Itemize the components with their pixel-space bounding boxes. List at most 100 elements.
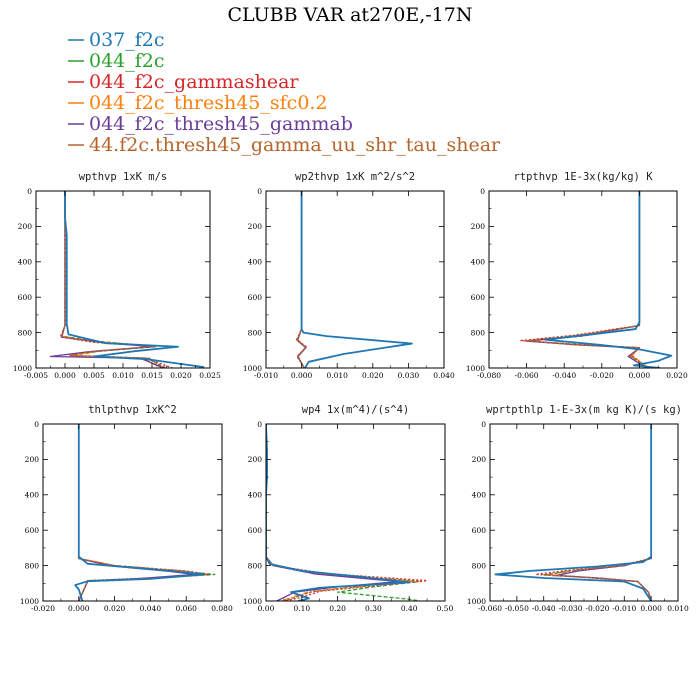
panel-title-2: rtpthvp 1E-3x(kg/kg) K bbox=[513, 171, 653, 183]
ytick-label-4-5: 1000 bbox=[243, 597, 262, 606]
legend-label-5: 44.f2c.thresh45_gamma_uu_shr_tau_shear bbox=[89, 134, 501, 156]
panel-3: thlpthvp 1xK^2 -0.020 0.000 0.020 0.040 0.060… bbox=[20, 404, 233, 613]
series-group-2 bbox=[520, 191, 673, 368]
ytick-label-0-0: 0 bbox=[27, 187, 32, 196]
panel-title-3: thlpthvp 1xK^2 bbox=[88, 404, 177, 416]
ytick-label-3-5: 1000 bbox=[20, 597, 39, 606]
plot-frame-4 bbox=[265, 423, 446, 602]
ytick-label-0-4: 800 bbox=[18, 328, 33, 337]
ytick-label-4-2: 400 bbox=[248, 491, 263, 500]
panel-title-0: wpthvp 1xK m/s bbox=[79, 171, 168, 183]
series-group-0 bbox=[49, 191, 205, 368]
series-line-0-0 bbox=[64, 191, 205, 368]
xtick-label-3-1: 0.000 bbox=[68, 604, 90, 613]
ytick-label-0-1: 200 bbox=[18, 222, 33, 231]
series-line-2-2 bbox=[520, 191, 650, 368]
series-line-1-0 bbox=[300, 191, 413, 368]
xtick-label-1-3: 0.020 bbox=[362, 371, 384, 380]
ytick-label-1-3: 600 bbox=[248, 293, 263, 302]
xtick-label-0-0: -0.005 bbox=[24, 371, 48, 380]
legend: 037_f2c044_f2c044_f2c_gammashear044_f2c_… bbox=[68, 29, 501, 156]
ytick-label-1-1: 200 bbox=[248, 222, 263, 231]
ytick-label-3-4: 800 bbox=[25, 561, 40, 570]
panel-0: wpthvp 1xK m/s -0.005 0.000 0.005 0.010 0.015… bbox=[13, 171, 221, 380]
xtick-label-0-2: 0.005 bbox=[83, 371, 105, 380]
xtick-label-1-0: -0.010 bbox=[254, 371, 278, 380]
ytick-label-2-0: 0 bbox=[480, 187, 485, 196]
series-line-5-2 bbox=[535, 424, 652, 601]
xtick-label-4-5: 0.50 bbox=[437, 604, 454, 613]
xtick-label-2-1: -0.060 bbox=[515, 371, 539, 380]
legend-label-0: 037_f2c bbox=[89, 29, 165, 51]
series-line-0-5 bbox=[60, 191, 167, 368]
plot-frame-2 bbox=[488, 190, 678, 369]
series-line-3-3 bbox=[78, 424, 205, 601]
ytick-label-3-2: 400 bbox=[25, 491, 40, 500]
xtick-label-4-1: 0.10 bbox=[293, 604, 310, 613]
ytick-label-4-3: 600 bbox=[248, 526, 263, 535]
series-group-3 bbox=[74, 424, 216, 601]
ytick-label-3-1: 200 bbox=[25, 455, 40, 464]
ytick-label-2-1: 200 bbox=[471, 222, 486, 231]
ytick-label-3-0: 0 bbox=[34, 420, 39, 429]
ytick-label-1-4: 800 bbox=[248, 328, 263, 337]
ytick-label-2-4: 800 bbox=[471, 328, 486, 337]
xtick-label-2-3: -0.020 bbox=[590, 371, 614, 380]
legend-label-3: 044_f2c_thresh45_sfc0.2 bbox=[89, 92, 328, 114]
panels: wpthvp 1xK m/s -0.005 0.000 0.005 0.010 0.015… bbox=[13, 171, 689, 613]
xtick-label-3-4: 0.060 bbox=[175, 604, 197, 613]
series-line-5-3 bbox=[553, 424, 652, 601]
xtick-label-3-0: -0.020 bbox=[31, 604, 55, 613]
plot-frame-0 bbox=[35, 190, 211, 369]
xtick-label-4-2: 0.20 bbox=[329, 604, 346, 613]
series-line-2-1 bbox=[525, 191, 650, 368]
xtick-label-5-5: -0.010 bbox=[612, 604, 636, 613]
series-line-3-0 bbox=[74, 424, 205, 601]
ytick-label-4-0: 0 bbox=[257, 420, 262, 429]
ytick-label-1-5: 1000 bbox=[243, 364, 262, 373]
xtick-label-5-2: -0.040 bbox=[532, 604, 556, 613]
xtick-label-5-4: -0.020 bbox=[585, 604, 609, 613]
ytick-label-5-5: 1000 bbox=[467, 597, 486, 606]
xtick-label-0-6: 0.025 bbox=[199, 371, 221, 380]
series-line-0-3 bbox=[61, 191, 162, 368]
series-group-5 bbox=[494, 424, 653, 601]
plot-frame-5 bbox=[489, 423, 679, 602]
xtick-label-1-5: 0.040 bbox=[433, 371, 455, 380]
panel-title-5: wprtpthlp 1-E-3x(m kg K)/(s kg) bbox=[486, 404, 682, 416]
xtick-label-3-5: 0.080 bbox=[211, 604, 233, 613]
xtick-label-2-5: 0.020 bbox=[666, 371, 688, 380]
figure-title: CLUBB VAR at270E,-17N bbox=[228, 4, 473, 26]
xtick-label-5-7: 0.010 bbox=[667, 604, 689, 613]
series-line-5-5 bbox=[545, 424, 652, 601]
panel-4: wp4 1x(m^4)/(s^4) 0.00 0.10 0.20 0.30 0.40 0.5… bbox=[243, 404, 454, 613]
xtick-label-1-2: 0.010 bbox=[326, 371, 348, 380]
legend-label-4: 044_f2c_thresh45_gammab bbox=[89, 113, 353, 135]
xtick-label-0-4: 0.015 bbox=[141, 371, 163, 380]
ytick-label-3-3: 600 bbox=[25, 526, 40, 535]
xtick-label-2-0: -0.080 bbox=[477, 371, 501, 380]
xtick-label-5-6: 0.000 bbox=[640, 604, 662, 613]
ytick-label-4-1: 200 bbox=[248, 455, 263, 464]
series-line-2-3 bbox=[529, 191, 650, 368]
plot-frame-1 bbox=[265, 190, 445, 369]
xtick-label-5-0: -0.060 bbox=[478, 604, 502, 613]
panel-title-1: wp2thvp 1xK m^2/s^2 bbox=[295, 171, 415, 183]
xtick-label-0-1: 0.000 bbox=[54, 371, 76, 380]
panel-2: rtpthvp 1E-3x(kg/kg) K -0.080 -0.060 -0.040… bbox=[466, 171, 688, 380]
legend-label-1: 044_f2c bbox=[89, 50, 165, 72]
series-group-4 bbox=[266, 424, 428, 601]
xtick-label-2-4: 0.000 bbox=[629, 371, 651, 380]
series-line-3-4 bbox=[78, 424, 196, 601]
series-line-4-0 bbox=[266, 424, 411, 601]
xtick-label-3-3: 0.040 bbox=[140, 604, 162, 613]
xtick-label-5-1: -0.050 bbox=[505, 604, 529, 613]
series-line-5-0 bbox=[494, 424, 653, 601]
series-line-0-1 bbox=[60, 191, 164, 368]
series-line-0-2 bbox=[59, 191, 173, 368]
ytick-label-2-5: 1000 bbox=[466, 364, 485, 373]
xtick-label-5-3: -0.030 bbox=[559, 604, 583, 613]
ytick-label-5-3: 600 bbox=[472, 526, 487, 535]
xtick-label-2-2: -0.040 bbox=[552, 371, 576, 380]
